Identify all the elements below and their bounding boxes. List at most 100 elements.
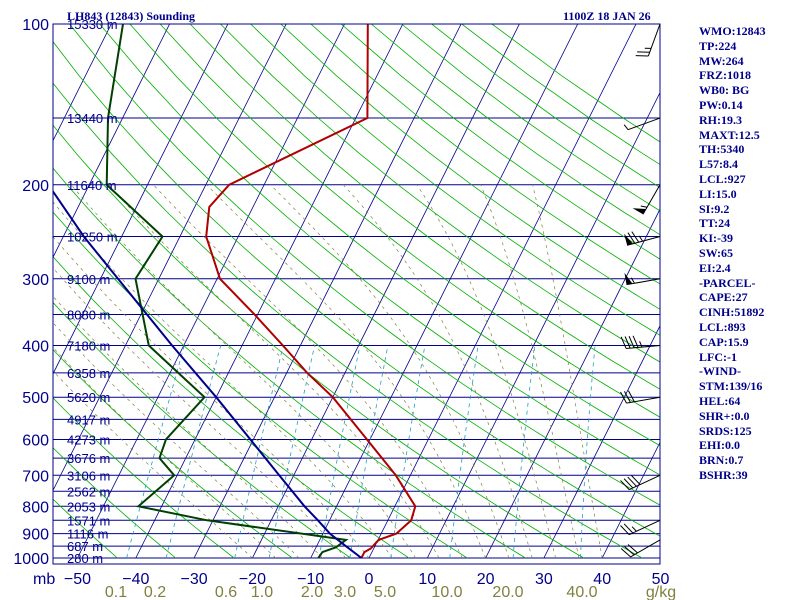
dry-adiabat	[280, 24, 660, 310]
pressure-tick-label: 100	[22, 17, 49, 34]
mixing-ratio-line	[512, 345, 536, 559]
mixing-ratio-label: 0.1	[105, 584, 127, 600]
parcel-trace	[53, 189, 363, 559]
index-item: CINH:51892	[699, 305, 765, 320]
index-item: CAPE:27	[699, 290, 748, 305]
isotherm-line	[368, 24, 637, 559]
dry-adiabat	[53, 167, 526, 559]
height-label: 13440 m	[67, 111, 118, 126]
height-label: 3106 m	[67, 468, 110, 483]
index-item: SI:9.2	[699, 201, 730, 216]
dry-adiabat	[53, 447, 176, 559]
pressure-tick-label: 800	[22, 499, 49, 516]
pressure-tick-label: 700	[22, 468, 49, 485]
pressure-tick-label: 600	[22, 433, 49, 450]
isotherm-line	[53, 24, 287, 492]
temperature-tick-label: 0	[365, 571, 374, 588]
mixing-ratio-line	[318, 345, 361, 559]
isotherm-line	[252, 24, 520, 559]
dry-adiabat	[310, 24, 660, 285]
pressure-tick-label: 400	[22, 339, 49, 356]
index-item: -WIND-	[699, 364, 741, 379]
index-item: SW:65	[699, 245, 734, 260]
index-item: KI:-39	[699, 231, 733, 246]
index-item: CAP:15.9	[699, 334, 749, 349]
index-item: BRN:0.7	[699, 453, 744, 468]
height-label: 5620 m	[67, 390, 110, 405]
index-item: FRZ:1018	[699, 68, 751, 83]
isotherm-line	[77, 24, 345, 559]
temperature-tick-label: 20	[477, 571, 495, 588]
height-label: 11640 m	[67, 178, 117, 193]
index-item: LI:15.0	[699, 186, 737, 201]
height-label: 1571 m	[67, 513, 110, 528]
temperature-tick-label: 30	[535, 571, 553, 588]
pressure-axis-label: mb	[33, 571, 55, 588]
wind-barb	[632, 184, 661, 215]
dry-adiabat	[53, 211, 468, 559]
isotherm-line	[310, 24, 579, 559]
moist-adiabat	[270, 184, 510, 559]
index-item: BSHR:39	[699, 467, 748, 482]
dewpoint-trace	[105, 24, 349, 559]
index-item: RH:19.3	[699, 112, 742, 127]
pressure-tick-label: 300	[22, 272, 49, 289]
wind-barb	[620, 474, 661, 491]
moist-adiabat	[532, 184, 603, 559]
moist-adiabat	[416, 184, 556, 559]
index-item: LCL:927	[699, 171, 746, 186]
isotherm-line	[426, 91, 660, 559]
mixing-ratio-label: 2.0	[301, 584, 323, 600]
temperature-tick-label: −50	[64, 571, 91, 588]
height-label: 2562 m	[67, 484, 110, 499]
height-label: 2053 m	[67, 499, 110, 514]
moist-adiabat	[53, 346, 276, 559]
isotherm-line	[53, 24, 112, 142]
isotherm-line	[601, 441, 660, 559]
wind-barb	[624, 272, 661, 286]
index-item: WB0: BG	[699, 83, 750, 98]
wind-barb	[620, 390, 661, 404]
mixing-ratio-line	[268, 345, 316, 559]
moist-adiabat	[70, 184, 416, 559]
dry-adiabat	[159, 24, 660, 418]
moist-adiabat	[53, 370, 253, 559]
mixing-ratio-label: 3.0	[334, 584, 356, 600]
dry-adiabat	[129, 24, 660, 447]
mixing-ratio-line	[349, 345, 389, 559]
index-item: WMO:12843	[699, 24, 766, 38]
dry-adiabat	[250, 24, 660, 336]
index-item: PW:0.14	[699, 97, 743, 112]
mixing-ratio-label: 1.0	[251, 584, 273, 600]
wind-barb	[620, 519, 661, 536]
mixing-ratio-label: 0.2	[144, 584, 166, 600]
temperature-tick-label: −10	[297, 571, 324, 588]
dry-adiabat	[53, 124, 585, 559]
plot-frame	[52, 23, 661, 565]
mixing-ratio-line	[126, 345, 185, 559]
index-item: SRDS:125	[699, 423, 752, 438]
isotherm-line	[53, 24, 170, 259]
isotherm-line	[53, 24, 229, 375]
height-label: 280 m	[67, 551, 103, 566]
index-item: -PARCEL-	[699, 275, 756, 290]
index-item: STM:139/16	[699, 379, 763, 394]
moist-adiabat	[53, 267, 346, 559]
dry-adiabat	[189, 24, 660, 390]
wind-barb	[624, 231, 661, 246]
dry-adiabat	[53, 256, 410, 559]
dry-adiabat	[69, 24, 660, 506]
dry-adiabat	[53, 349, 293, 559]
isotherm-line	[485, 208, 660, 559]
height-label: 9100 m	[67, 272, 110, 287]
mixing-ratio-line	[234, 345, 284, 559]
mixing-ratio-unit: g/kg	[646, 584, 676, 600]
mixing-ratio-line	[390, 345, 426, 559]
moist-adiabat	[153, 184, 463, 559]
index-item: L57:8.4	[699, 157, 738, 172]
index-item: TT:24	[699, 216, 731, 231]
height-label: 8080 m	[67, 308, 110, 323]
index-item: HEL:64	[699, 393, 741, 408]
height-label: 687 m	[67, 539, 103, 554]
